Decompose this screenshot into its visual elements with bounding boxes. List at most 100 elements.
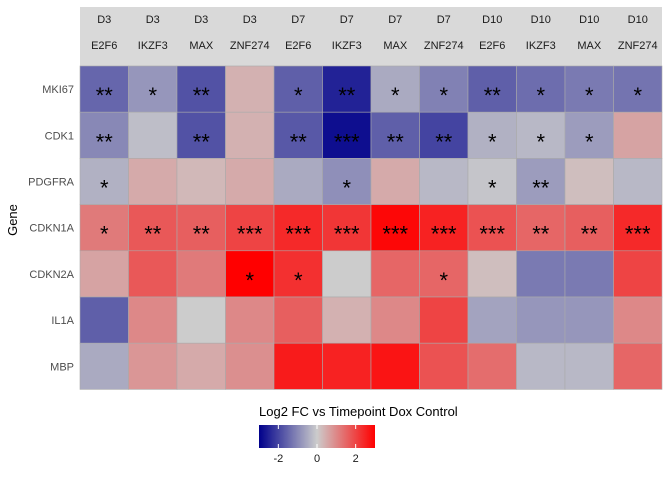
strip-tf-label: E2F6 [91, 40, 117, 52]
legend-tick-label: 2 [353, 453, 359, 465]
significance-mark: ** [193, 222, 211, 247]
significance-mark: * [294, 268, 303, 293]
heatmap-tile [128, 342, 178, 390]
strip-timepoint-label: D7 [291, 14, 305, 26]
significance-mark: ** [96, 129, 114, 154]
gene-label: CDKN1A [29, 223, 74, 235]
heatmap-tile [273, 111, 323, 159]
gene-label: MKI67 [42, 84, 74, 96]
significance-mark: ** [144, 222, 162, 247]
strip-tf-label: MAX [383, 40, 408, 52]
heatmap-tile [467, 250, 517, 298]
heatmap-tile [322, 250, 372, 298]
heatmap-tile [467, 65, 517, 113]
strip-tf-label: MAX [189, 40, 214, 52]
strip-3 [225, 7, 274, 66]
heatmap-tile [128, 158, 178, 205]
strip-8 [468, 7, 517, 66]
strip-9 [516, 7, 565, 66]
legend-tick-label: -2 [273, 453, 283, 465]
legend-ticks: -2 0 2 [273, 425, 359, 465]
strip-10 [565, 7, 614, 66]
significance-mark: *** [431, 222, 457, 247]
heatmap-tile [176, 204, 226, 252]
heatmap-tile [225, 65, 275, 113]
heatmap-tile [516, 296, 566, 344]
heatmap-tile [273, 296, 323, 344]
gene-labels: MKI67 CDK1 PDGFRA CDKN1A CDKN2A IL1A MBP [28, 84, 75, 373]
heatmap-tile [128, 65, 178, 113]
significance-mark: ** [290, 129, 308, 154]
strip-4 [274, 7, 323, 66]
heatmap-tile [322, 111, 372, 159]
heatmap-tile [225, 250, 275, 298]
heatmap-tile [322, 342, 372, 390]
significance-mark: * [391, 83, 400, 108]
heatmap-tile [419, 342, 469, 390]
significance-mark: * [633, 83, 642, 108]
strip-tf-label: IKZF3 [526, 40, 556, 52]
significance-mark: * [585, 83, 594, 108]
significance-mark: * [585, 129, 594, 154]
heatmap-tile [419, 65, 469, 113]
significance-mark: * [439, 83, 448, 108]
strip-tf-label: MAX [577, 40, 602, 52]
significance-mark: ** [532, 176, 550, 201]
strip-tf-label: ZNF274 [618, 40, 658, 52]
heatmap-tile [128, 296, 178, 344]
significance-mark: * [294, 83, 303, 108]
significance-mark: *** [334, 129, 360, 154]
strip-tf-label: IKZF3 [332, 40, 362, 52]
strip-timepoint-label: D3 [194, 14, 208, 26]
heatmap-tile [176, 111, 226, 159]
gene-label: PDGFRA [28, 177, 75, 189]
heatmap-tile [322, 158, 372, 205]
significance-mark: ** [581, 222, 599, 247]
color-legend: Log2 FC vs Timepoint Dox Control -2 0 2 [259, 404, 458, 465]
strip-11 [613, 7, 662, 66]
heatmap-tile [225, 111, 275, 159]
heatmap-tile [564, 250, 614, 298]
heatmap-tile [225, 296, 275, 344]
strip-2 [177, 7, 226, 66]
gene-label: CDKN2A [29, 269, 74, 281]
strip-timepoint-label: D10 [531, 14, 551, 26]
strip-timepoint-label: D10 [482, 14, 502, 26]
significance-mark: * [439, 268, 448, 293]
heatmap-tile [613, 342, 663, 390]
significance-mark: *** [625, 222, 651, 247]
significance-mark: ** [532, 222, 550, 247]
heatmap-tile [516, 158, 566, 205]
heatmap-tiles [79, 65, 663, 390]
heatmap-tile [370, 250, 420, 298]
significance-mark: * [245, 268, 254, 293]
significance-mark: *** [285, 222, 311, 247]
heatmap-tile [322, 204, 372, 252]
significance-mark: *** [479, 222, 505, 247]
significance-mark: *** [237, 222, 263, 247]
significance-mark: * [100, 176, 109, 201]
gene-label: MBP [50, 361, 74, 373]
strip-1 [128, 7, 177, 66]
strip-tf-label: ZNF274 [424, 40, 464, 52]
strip-timepoint-label: D3 [243, 14, 257, 26]
heatmap-tile [225, 158, 275, 205]
significance-mark: * [342, 176, 351, 201]
heatmap-tile [613, 111, 663, 159]
legend-color-bar [259, 425, 375, 448]
heatmap-tile [564, 342, 614, 390]
strip-timepoint-label: D10 [628, 14, 648, 26]
significance-mark: * [100, 222, 109, 247]
heatmap-tile [467, 342, 517, 390]
heatmap-tile [370, 158, 420, 205]
heatmap-tile [176, 342, 226, 390]
heatmap-tile [370, 342, 420, 390]
significance-mark: * [536, 83, 545, 108]
strip-timepoint-label: D7 [340, 14, 354, 26]
strip-5 [322, 7, 371, 66]
heatmap-tile [79, 250, 129, 298]
heatmap-tile [467, 204, 517, 252]
heatmap-tile [516, 250, 566, 298]
heatmap-tile [273, 158, 323, 205]
heatmap-tile [79, 158, 129, 205]
